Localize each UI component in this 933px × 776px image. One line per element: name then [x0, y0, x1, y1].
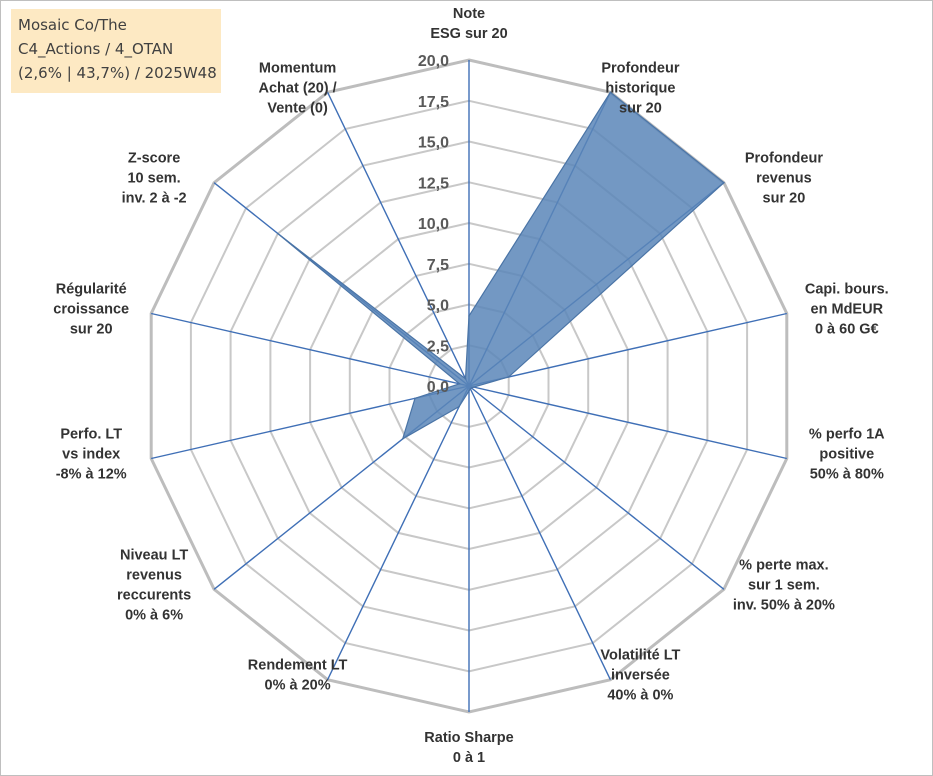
axis-label-10-line-2: -8% à 12% [56, 467, 127, 483]
tick-label-0: 0,0 [427, 379, 449, 396]
axis-label-9-line-3: 0% à 6% [125, 607, 183, 623]
tick-label-4: 10,0 [418, 216, 449, 233]
axis-label-0-line-1: ESG sur 20 [430, 26, 507, 42]
axis-label-10: Perfo. LT vs index -8% à 12% [56, 427, 127, 483]
axis-label-7: Ratio Sharpe 0 à 1 [424, 730, 513, 766]
axis-label-3-line-1: en MdEUR [811, 302, 884, 318]
spoke-5 [468, 385, 725, 590]
data-point-11 [458, 383, 461, 385]
axis-label-11-line-2: sur 20 [70, 322, 113, 338]
axis-label-3-line-0: Capi. bours. [805, 282, 889, 298]
data-point-13 [464, 377, 467, 380]
data-point-7 [468, 390, 470, 392]
axis-label-1-line-2: sur 20 [619, 100, 662, 116]
axis-label-4-line-0: % perfo 1A [809, 427, 885, 443]
axis-label-11: Régularité croissance sur 20 [53, 282, 129, 338]
axis-label-7-line-0: Ratio Sharpe [424, 730, 513, 746]
axis-label-4-line-2: 50% à 80% [810, 467, 884, 483]
spoke-8 [326, 385, 470, 681]
axis-label-13: Momentum Achat (20) / Vente (0) [259, 60, 337, 116]
axis-label-2-line-0: Profondeur [745, 151, 823, 167]
axis-label-0: Note ESG sur 20 [430, 6, 507, 42]
axis-label-11-line-1: croissance [53, 302, 129, 318]
spoke-13 [326, 91, 470, 387]
axis-label-1-line-0: Profondeur [601, 60, 679, 76]
axis-label-12: Z-score 10 sem. inv. 2 à -2 [122, 151, 187, 207]
axis-label-10-line-1: vs index [62, 447, 120, 463]
spoke-4 [468, 385, 787, 460]
axis-label-0-line-0: Note [453, 6, 485, 22]
axis-labels: Note ESG sur 20 Profondeur historique sur 20… [53, 6, 888, 766]
axis-label-5-line-0: % perte max. [739, 557, 828, 573]
axis-label-9-line-2: reccurents [117, 587, 191, 603]
radial-tick-labels: 0,0 2,5 5,0 7,5 10,0 12,5 15,0 17,5 20,0 [418, 53, 449, 396]
axis-label-1-line-1: historique [605, 80, 675, 96]
axis-label-7-line-1: 0 à 1 [453, 750, 485, 766]
data-point-6 [469, 388, 472, 390]
tick-label-5: 12,5 [418, 175, 449, 192]
data-point-9 [401, 438, 404, 440]
data-point-3 [507, 376, 510, 378]
tick-label-3: 7,5 [427, 257, 449, 274]
info-period: (2,6% | 43,7%) / 2025W48 [18, 64, 217, 82]
tick-label-2: 5,0 [427, 298, 449, 315]
data-point-0 [468, 315, 470, 317]
data-point-10 [414, 397, 416, 400]
series-area [277, 91, 725, 441]
data-point-12 [277, 232, 279, 235]
axis-label-9-line-1: revenus [126, 567, 182, 583]
axis-label-4-line-1: positive [819, 447, 874, 463]
axis-label-6-line-1: inversée [611, 668, 670, 684]
info-category: C4_Actions / 4_OTAN [18, 40, 174, 58]
spoke-11 [151, 312, 470, 387]
tick-label-8: 20,0 [418, 53, 449, 70]
axis-label-12-line-0: Z-score [128, 151, 180, 167]
axis-label-2-line-1: revenus [756, 171, 812, 187]
data-point-1 [609, 91, 612, 94]
axis-label-2-line-2: sur 20 [763, 191, 806, 207]
axis-label-13-line-2: Vente (0) [267, 100, 328, 116]
axis-label-5: % perte max. sur 1 sem. inv. 50% à 20% [733, 557, 835, 613]
axis-label-8-line-0: Rendement LT [248, 658, 348, 674]
axis-label-13-line-1: Achat (20) / [259, 80, 337, 96]
axis-label-11-line-0: Régularité [56, 282, 127, 298]
axis-label-8: Rendement LT 0% à 20% [248, 658, 348, 694]
axis-label-3-line-2: 0 à 60 G€ [815, 322, 879, 338]
tick-label-1: 2,5 [427, 338, 449, 355]
tick-label-6: 15,0 [418, 135, 449, 152]
axis-label-13-line-0: Momentum [259, 60, 336, 76]
spoke-3 [468, 312, 787, 387]
axis-label-9-line-0: Niveau LT [120, 547, 188, 563]
axis-label-5-line-1: sur 1 sem. [748, 577, 820, 593]
axis-label-8-line-1: 0% à 20% [265, 678, 331, 694]
axis-label-6-line-2: 40% à 0% [607, 688, 673, 704]
axis-label-2: Profondeur revenus sur 20 [745, 151, 823, 207]
axis-label-12-line-2: inv. 2 à -2 [122, 191, 187, 207]
axis-label-12-line-1: 10 sem. [127, 171, 180, 187]
axis-label-9: Niveau LT revenus reccurents 0% à 6% [117, 547, 191, 623]
radar-series [277, 91, 725, 441]
info-company: Mosaic Co/The [18, 16, 127, 34]
axis-label-4: % perfo 1A positive 50% à 80% [809, 427, 885, 483]
data-point-8 [458, 405, 460, 408]
data-point-4 [473, 386, 475, 388]
data-point-2 [723, 181, 725, 184]
axis-label-1: Profondeur historique sur 20 [601, 60, 679, 116]
info-box: Mosaic Co/The C4_Actions / 4_OTAN (2,6% … [11, 9, 221, 93]
axis-label-5-line-2: inv. 50% à 20% [733, 597, 835, 613]
axis-label-3: Capi. bours. en MdEUR 0 à 60 G€ [805, 282, 889, 338]
axis-label-6: Volatilité LT inversée 40% à 0% [600, 648, 680, 704]
spoke-6 [468, 385, 612, 681]
axis-label-10-line-0: Perfo. LT [60, 427, 122, 443]
axis-label-6-line-0: Volatilité LT [600, 648, 680, 664]
data-point-5 [470, 387, 473, 389]
tick-label-7: 17,5 [418, 94, 449, 111]
